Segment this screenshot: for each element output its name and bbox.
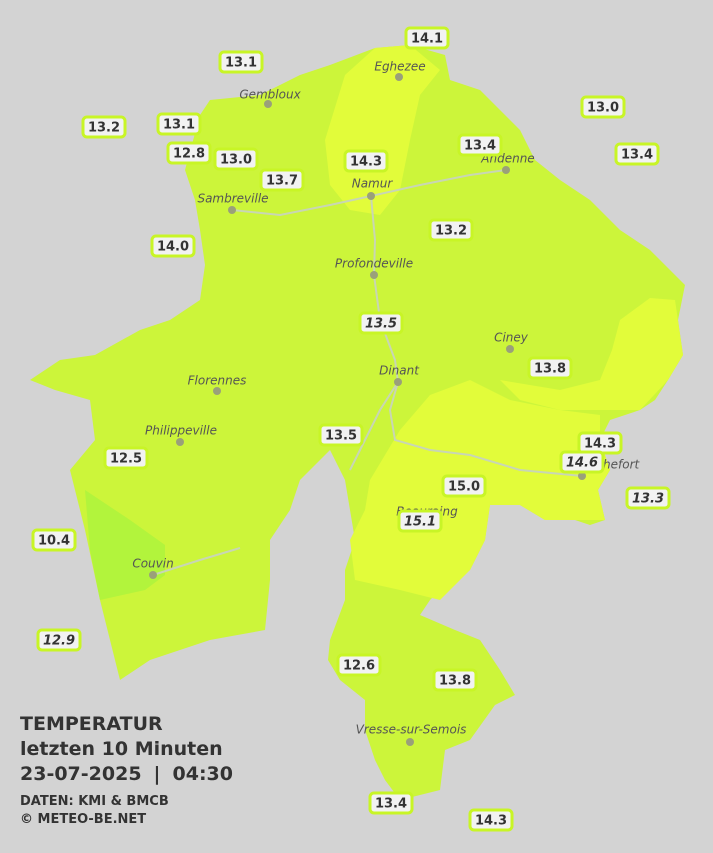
place-label: Vresse-sur-Semois <box>356 723 467 737</box>
station-box <box>432 668 478 692</box>
station-value: 10.4 <box>38 534 70 549</box>
station-box <box>81 115 127 139</box>
legend-time: 04:30 <box>173 763 233 785</box>
station-value: 13.8 <box>534 362 566 377</box>
station-box <box>457 133 503 157</box>
station-box <box>441 474 487 498</box>
place-dot <box>367 192 375 200</box>
station-value: 12.8 <box>173 147 205 162</box>
legend-source: DATEN: KMI & BMCB <box>20 794 169 809</box>
station-value: 13.4 <box>621 148 653 163</box>
place-label: Dinant <box>379 364 420 378</box>
station-box <box>404 26 450 50</box>
province-area <box>30 45 685 800</box>
cool-zone <box>85 490 165 600</box>
station-value: 12.9 <box>43 634 75 649</box>
station-box <box>336 653 382 677</box>
station-value: 14.3 <box>475 814 507 829</box>
legend-title: TEMPERATUR <box>20 713 163 735</box>
station-value: 12.5 <box>110 452 142 467</box>
station-box <box>166 141 212 165</box>
place-dot <box>406 738 414 746</box>
place-label: Eghezee <box>374 60 425 74</box>
legend-date: 23-07-2025 <box>20 763 142 785</box>
station-value: 14.3 <box>350 155 382 170</box>
station-box <box>259 168 305 192</box>
place-label: Ciney <box>494 331 529 345</box>
station-box <box>368 791 414 815</box>
station-value: 14.3 <box>584 437 616 452</box>
station-value: 13.2 <box>435 224 467 239</box>
station-box <box>468 808 514 832</box>
station-box <box>156 112 202 136</box>
place-dot <box>502 166 510 174</box>
place-dot <box>176 438 184 446</box>
station-box <box>559 450 605 474</box>
station-value: 13.1 <box>225 56 257 71</box>
station-value: 14.1 <box>411 32 443 47</box>
place-dot <box>149 571 157 579</box>
place-dot <box>228 206 236 214</box>
station-value: 14.6 <box>566 456 598 471</box>
place-label: Namur <box>352 177 394 191</box>
station-box <box>527 356 573 380</box>
station-value: 15.0 <box>448 480 480 495</box>
place-label: Profondeville <box>335 257 413 271</box>
station-value: 13.1 <box>163 118 195 133</box>
station-box <box>36 628 82 652</box>
station-box <box>150 234 196 258</box>
station-box <box>614 142 660 166</box>
place-label: Florennes <box>188 374 247 388</box>
station-box <box>31 528 77 552</box>
place-dot <box>578 472 586 480</box>
place-label: Philippeville <box>145 424 217 438</box>
station-value: 14.0 <box>157 240 189 255</box>
place-dot <box>394 378 402 386</box>
station-value: 13.8 <box>439 674 471 689</box>
station-value: 13.2 <box>88 121 120 136</box>
legend-copyright: © METEO-BE.NET <box>20 812 146 827</box>
station-box <box>428 218 474 242</box>
station-value: 13.7 <box>266 174 298 189</box>
station-box <box>397 509 443 533</box>
station-box <box>580 95 626 119</box>
station-value: 15.1 <box>404 515 436 530</box>
station-value: 13.0 <box>220 153 252 168</box>
place-label: Sambreville <box>197 192 268 206</box>
station-box <box>343 149 389 173</box>
station-value: 13.5 <box>325 429 357 444</box>
station-value: 13.0 <box>587 101 619 116</box>
station-value: 13.4 <box>375 797 407 812</box>
station-value: 12.6 <box>343 659 375 674</box>
station-box <box>625 486 671 510</box>
legend-period: letzten 10 Minuten <box>20 738 223 760</box>
station-box <box>218 50 264 74</box>
station-box <box>318 423 364 447</box>
station-box <box>213 147 259 171</box>
station-value: 13.3 <box>632 492 664 507</box>
place-dot <box>506 345 514 353</box>
place-label: Gembloux <box>239 88 301 102</box>
station-value: 13.4 <box>464 139 496 154</box>
place-dot <box>264 100 272 108</box>
station-box <box>358 311 404 335</box>
place-dot <box>370 271 378 279</box>
place-dot <box>395 73 403 81</box>
legend-datetime: 23-07-2025 | 04:30 <box>20 763 233 785</box>
place-dot <box>213 387 221 395</box>
warm-zone <box>500 298 683 410</box>
place-label: Couvin <box>132 557 173 571</box>
station-box <box>103 446 149 470</box>
legend-separator: | <box>154 763 161 785</box>
station-value: 13.5 <box>365 317 397 332</box>
